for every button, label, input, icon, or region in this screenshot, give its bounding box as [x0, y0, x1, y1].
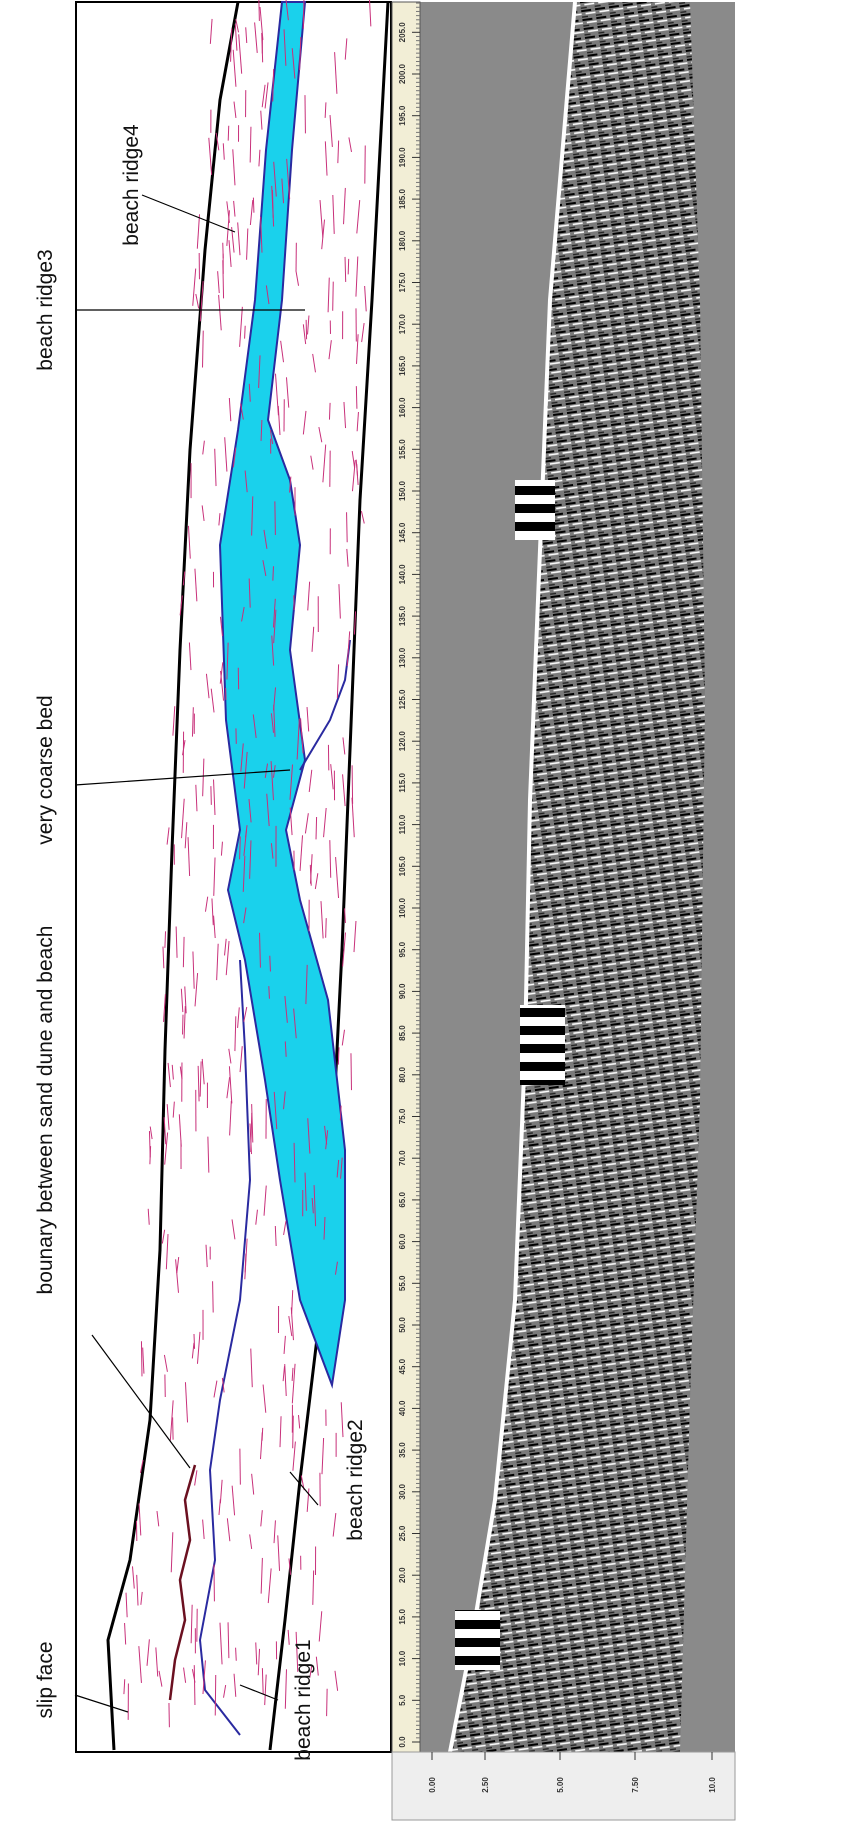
figure: 0.0 5.0 10.0 15.0 20.0 25.0 30.0 35.0 40.0 45.0 50…: [0, 0, 851, 1822]
bedding-stroke: [194, 1665, 195, 1705]
distance-tick-label: 140.0: [398, 564, 407, 585]
distance-tick-label: 160.0: [398, 397, 407, 418]
distance-tick-label: 100.0: [398, 897, 407, 918]
depth-tick-label: 2.50: [481, 1777, 490, 1793]
distance-tick-label: 170.0: [398, 314, 407, 335]
distance-tick-label: 45.0: [398, 1358, 407, 1374]
bedding-stroke: [316, 817, 317, 839]
bedding-stroke: [329, 403, 330, 420]
bedding-stroke: [351, 1053, 352, 1090]
bedding-stroke: [326, 918, 327, 938]
distance-tick-label: 200.0: [398, 63, 407, 84]
bedding-stroke: [165, 931, 166, 948]
bedding-stroke: [245, 326, 246, 339]
bedding-stroke: [333, 282, 334, 311]
depth-tick-label: 5.00: [556, 1777, 565, 1793]
distance-tick-label: 90.0: [398, 983, 407, 999]
distance-tick-label: 30.0: [398, 1483, 407, 1499]
distance-tick-label: 50.0: [398, 1317, 407, 1333]
distance-tick-label: 150.0: [398, 480, 407, 501]
distance-tick-label: 0.0: [398, 1736, 407, 1748]
depth-tick-label: 10.0: [708, 1777, 717, 1793]
distance-tick-label: 75.0: [398, 1108, 407, 1124]
distance-tick-label: 115.0: [398, 773, 407, 793]
distance-tick-label: 180.0: [398, 230, 407, 251]
distance-tick-label: 135.0: [398, 606, 407, 627]
bedding-stroke: [141, 1341, 142, 1376]
bedding-stroke: [293, 1416, 294, 1449]
bedding-stroke: [253, 198, 254, 213]
distance-tick-label: 65.0: [398, 1192, 407, 1208]
distance-tick-label: 190.0: [398, 147, 407, 168]
label: beach ridge1: [292, 1639, 315, 1760]
distance-tick-label: 130.0: [398, 647, 407, 668]
distance-tick-label: 25.0: [398, 1525, 407, 1541]
bedding-stroke: [273, 566, 274, 580]
distance-tick-label: 155.0: [398, 439, 407, 460]
distance-tick-label: 35.0: [398, 1442, 407, 1458]
distance-tick-label: 20.0: [398, 1567, 407, 1583]
distance-tick-label: 95.0: [398, 941, 407, 957]
bedding-stroke: [347, 512, 348, 542]
distance-tick-label: 10.0: [398, 1650, 407, 1666]
distance-tick-label: 125.0: [398, 689, 407, 710]
distance-tick-label: 40.0: [398, 1400, 407, 1416]
distance-tick-label: 120.0: [398, 731, 407, 752]
distance-tick-label: 145.0: [398, 522, 407, 543]
bedding-stroke: [194, 1334, 195, 1349]
distance-tick-label: 175.0: [398, 272, 407, 293]
distance-tick-label: 195.0: [398, 105, 407, 126]
distance-tick-label: 105.0: [398, 856, 407, 877]
distance-tick-label: 70.0: [398, 1150, 407, 1166]
label: beach ridge4: [120, 124, 143, 246]
label: slip face: [34, 1641, 57, 1718]
depth-tick-label: 0.00: [428, 1777, 437, 1793]
label: very coarse bed: [34, 695, 57, 844]
bedding-stroke: [338, 1047, 339, 1064]
distance-tick-label: 110.0: [398, 814, 407, 834]
distance-tick-label: 205.0: [398, 22, 407, 43]
distance-tick-label: 85.0: [398, 1025, 407, 1041]
ringing-band: [520, 1005, 565, 1085]
distance-tick-label: 60.0: [398, 1233, 407, 1249]
bedding-stroke: [356, 386, 357, 409]
distance-tick-label: 80.0: [398, 1066, 407, 1082]
label: beach ridge2: [344, 1419, 367, 1540]
bedding-stroke: [213, 1281, 214, 1312]
bedding-stroke: [348, 259, 349, 275]
label: beach ridge3: [34, 249, 57, 370]
bedding-stroke: [240, 836, 241, 859]
label: bounary between sand dune and beach: [34, 926, 57, 1295]
bedding-stroke: [269, 986, 270, 999]
bedding-stroke: [228, 126, 229, 141]
ringing-band: [515, 480, 555, 540]
ringing-band: [455, 1610, 500, 1670]
bedding-stroke: [275, 501, 276, 535]
bedding-stroke: [327, 1689, 328, 1716]
distance-tick-label: 55.0: [398, 1275, 407, 1291]
bedding-stroke: [270, 956, 271, 972]
bedding-stroke: [236, 1648, 237, 1661]
depth-tick-label: 7.50: [631, 1777, 640, 1793]
distance-tick-label: 165.0: [398, 355, 407, 376]
distance-tick-label: 5.0: [398, 1694, 407, 1706]
bedding-stroke: [345, 257, 346, 282]
distance-tick-label: 185.0: [398, 189, 407, 210]
distance-tick-label: 15.0: [398, 1609, 407, 1625]
